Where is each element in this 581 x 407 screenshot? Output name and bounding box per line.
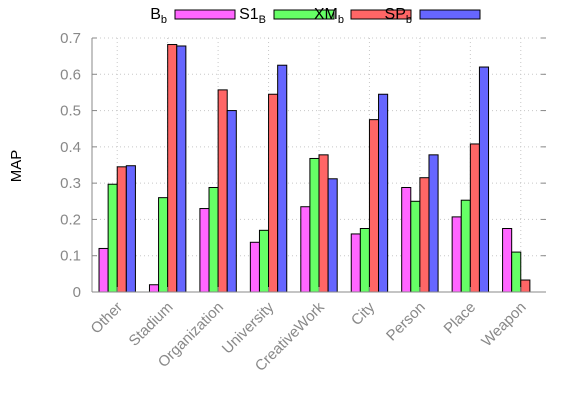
- bar-xm-organization: [217, 89, 228, 293]
- bar-b-university: [249, 241, 260, 293]
- y-tick-label: 0.6: [60, 66, 81, 83]
- bars: [98, 44, 531, 293]
- x-tick-label: Place: [441, 299, 480, 338]
- bar-xm-weapon: [520, 279, 531, 293]
- legend-label: Bb: [150, 6, 167, 26]
- legend: Bb S1B XMb SPb: [150, 6, 481, 26]
- bar-xm-stadium: [167, 44, 178, 293]
- bar-xm-person: [419, 177, 430, 293]
- bar-s1-other: [107, 183, 118, 293]
- bar-xm-other: [116, 166, 127, 293]
- bar-b-place: [451, 216, 462, 293]
- bar-b-organization: [199, 208, 210, 293]
- x-tick-label: Person: [383, 299, 429, 345]
- bar-sp-university: [277, 64, 288, 293]
- y-tick-label: 0.3: [60, 175, 81, 192]
- legend-swatch: [350, 9, 412, 20]
- y-tick-label: 0: [73, 284, 81, 301]
- x-tick-label: City: [348, 298, 379, 329]
- bar-s1-person: [410, 200, 421, 293]
- bar-sp-place: [478, 66, 490, 293]
- x-tick-label: Other: [88, 299, 127, 338]
- y-tick-label: 0.4: [60, 139, 81, 156]
- axes: [91, 37, 546, 293]
- bar-sp-organization: [226, 110, 237, 293]
- legend-label: S1B: [239, 6, 266, 26]
- x-tick-labels: Other StadiumOrganizationUniversityCreati…: [88, 298, 530, 374]
- bar-b-stadium: [148, 284, 160, 293]
- x-tick-label: Weapon: [478, 299, 529, 350]
- y-tick-label: 0.2: [60, 211, 81, 228]
- bar-b-person: [401, 186, 412, 293]
- bar-s1-stadium: [158, 197, 169, 293]
- bar-sp-stadium: [176, 45, 187, 293]
- bar-xm-university: [268, 93, 279, 293]
- y-tick-label: 0.7: [60, 30, 81, 47]
- bar-s1-university: [258, 229, 270, 293]
- legend-label: XMb: [314, 6, 344, 26]
- bar-s1-weapon: [511, 251, 522, 293]
- y-axis-label: MAP: [8, 150, 25, 183]
- bar-sp-creativework: [327, 178, 338, 293]
- y-tick-labels: 0 0.1 0.2 0.3 0.4 0.5 0.6 0.7: [60, 30, 81, 301]
- legend-swatch: [273, 9, 335, 20]
- y-tick-label: 0.1: [60, 248, 81, 265]
- bar-xm-place: [469, 143, 480, 293]
- y-tick-label: 0.5: [60, 103, 81, 120]
- bar-sp-city: [378, 93, 389, 293]
- legend-swatch: [174, 9, 236, 20]
- bar-b-city: [350, 233, 361, 293]
- legend-label: SPb: [385, 6, 412, 26]
- bar-xm-city: [368, 119, 380, 293]
- bar-xm-creativework: [318, 154, 329, 293]
- bar-b-creativework: [300, 206, 311, 293]
- legend-swatch: [419, 9, 481, 20]
- bar-s1-city: [359, 228, 370, 293]
- bar-b-weapon: [502, 228, 513, 293]
- bar-s1-organization: [208, 186, 219, 293]
- bar-sp-other: [125, 165, 136, 293]
- bar-sp-person: [428, 154, 439, 293]
- bar-s1-creativework: [309, 157, 320, 293]
- x-tick-label: Stadium: [126, 299, 177, 350]
- bar-b-other: [98, 247, 109, 293]
- bar-s1-place: [460, 199, 471, 293]
